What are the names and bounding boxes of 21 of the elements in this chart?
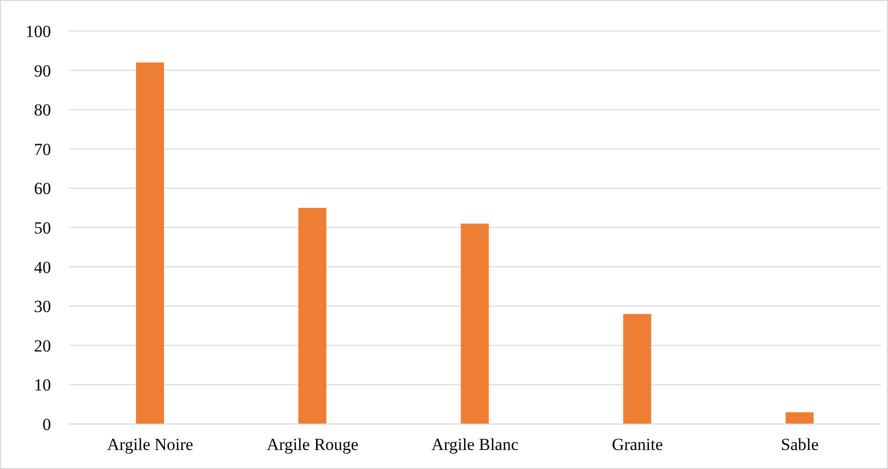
x-tick-label: Granite: [612, 435, 663, 454]
x-tick-label: Sable: [780, 435, 819, 454]
x-tick-label: Argile Noire: [107, 435, 194, 454]
y-tick-label: 100: [26, 22, 51, 42]
y-tick-label: 90: [34, 61, 51, 80]
x-tick-label: Argile Blanc: [431, 435, 519, 454]
bar: [460, 224, 489, 424]
bar: [623, 314, 652, 424]
y-tick-label: 30: [34, 297, 51, 316]
bar: [298, 208, 326, 424]
y-tick-label: 40: [34, 258, 51, 277]
y-tick-label: 80: [34, 100, 51, 120]
bar: [136, 62, 164, 424]
bar: [786, 412, 814, 424]
y-tick-label: 20: [34, 336, 51, 356]
y-tick-label: 60: [34, 179, 51, 198]
y-tick-label: 50: [34, 218, 51, 238]
y-tick-label: 70: [34, 140, 51, 159]
y-tick-label: 0: [42, 415, 51, 434]
y-tick-label: 10: [34, 376, 51, 395]
x-tick-label: Argile Rouge: [266, 435, 358, 454]
